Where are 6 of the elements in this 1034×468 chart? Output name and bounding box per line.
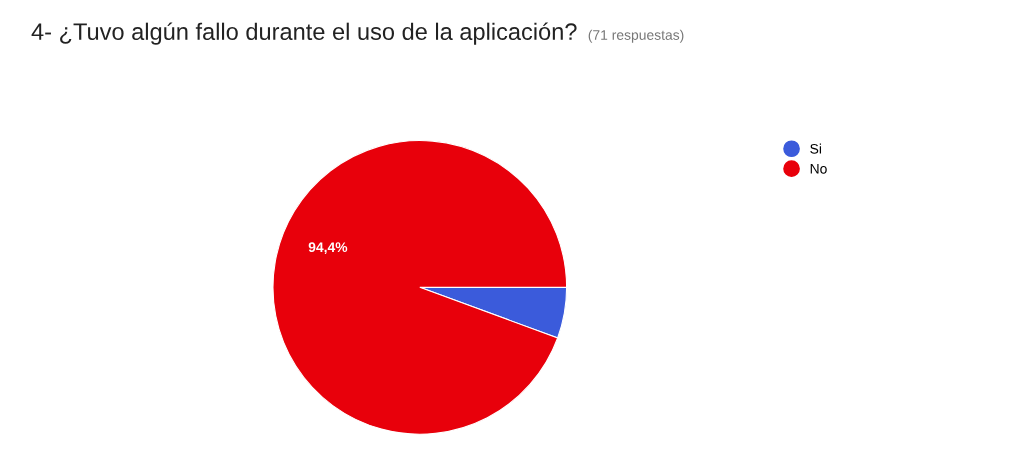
legend-label: No — [810, 163, 827, 174]
chart-subtitle: (71 respuestas) — [588, 29, 684, 43]
data-label: 94,4% — [308, 242, 348, 255]
chart-title: 4- ¿Tuvo algún fallo durante el uso de la aplicación? — [31, 22, 577, 45]
legend-label: Si — [810, 143, 822, 154]
pie-slice — [272, 139, 568, 435]
